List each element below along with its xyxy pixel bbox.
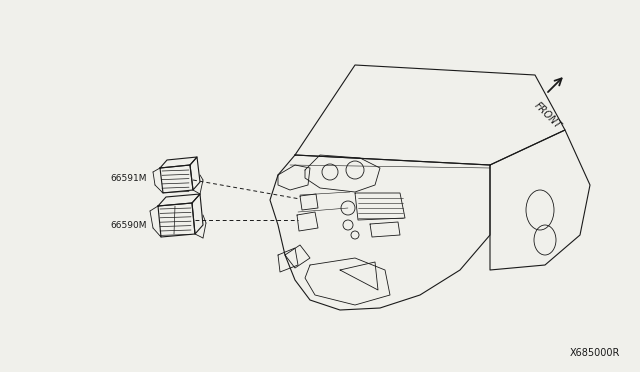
Text: 66590M: 66590M [111, 221, 147, 230]
Text: X685000R: X685000R [570, 348, 620, 358]
Text: 66591M: 66591M [111, 173, 147, 183]
Text: FRONT: FRONT [532, 100, 563, 131]
